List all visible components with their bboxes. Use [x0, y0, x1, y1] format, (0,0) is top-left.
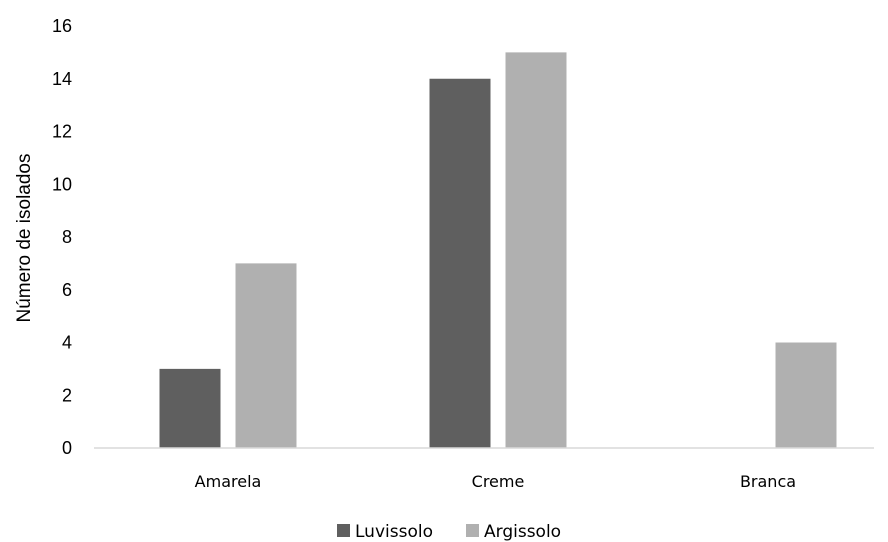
bar-luvissolo-creme — [429, 78, 491, 448]
y-tick-label: 2 — [62, 385, 72, 405]
y-tick-label: 0 — [62, 438, 72, 458]
legend-swatch-argissolo — [466, 524, 479, 537]
y-tick-label: 10 — [52, 174, 72, 194]
bar-argissolo-creme — [505, 52, 567, 448]
y-tick-label: 8 — [62, 227, 72, 247]
legend-label-luvissolo: Luvissolo — [355, 522, 433, 542]
x-tick-label: Creme — [472, 472, 525, 491]
y-tick-label: 4 — [62, 333, 72, 353]
y-axis-ticks: 0 2 4 6 8 10 12 14 16 — [52, 16, 72, 458]
y-tick-label: 6 — [62, 280, 72, 300]
bar-luvissolo-amarela — [159, 368, 221, 448]
y-tick-label: 12 — [52, 122, 72, 142]
y-axis-title: Número de isolados — [14, 154, 35, 323]
x-tick-label: Branca — [740, 472, 796, 491]
legend-swatch-luvissolo — [337, 524, 350, 537]
y-tick-label: 16 — [52, 16, 72, 36]
bar-argissolo-branca — [775, 342, 837, 448]
x-axis-labels: Amarela Creme Branca — [195, 472, 796, 491]
legend-label-argissolo: Argissolo — [484, 522, 561, 542]
legend: Luvissolo Argissolo — [337, 522, 561, 542]
bars — [159, 52, 837, 448]
x-tick-label: Amarela — [195, 472, 262, 491]
y-tick-label: 14 — [52, 69, 72, 89]
bar-argissolo-amarela — [235, 263, 297, 448]
